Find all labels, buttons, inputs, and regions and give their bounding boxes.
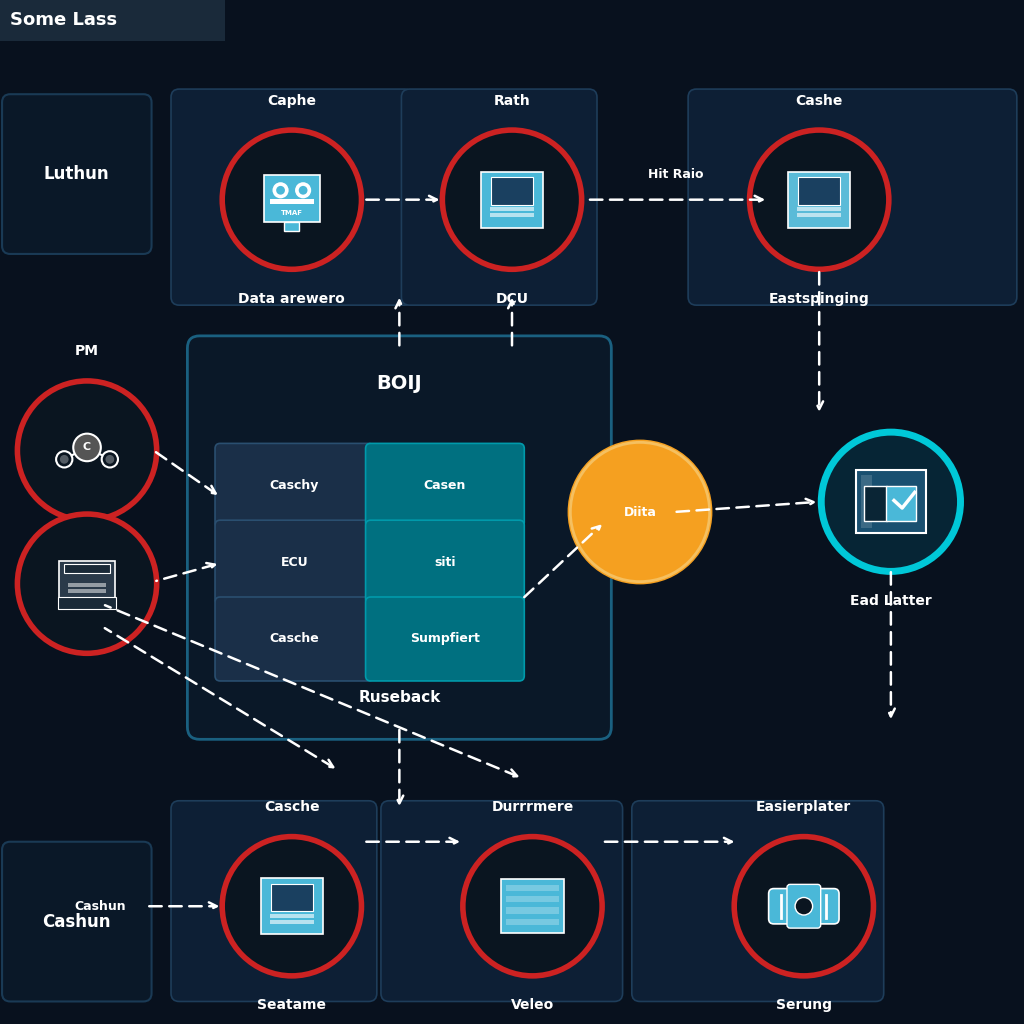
Text: Casche: Casche — [264, 800, 319, 814]
Circle shape — [56, 452, 73, 468]
FancyBboxPatch shape — [787, 885, 820, 928]
FancyBboxPatch shape — [263, 175, 321, 221]
FancyBboxPatch shape — [381, 801, 623, 1001]
FancyBboxPatch shape — [787, 172, 851, 227]
Text: Caphe: Caphe — [267, 93, 316, 108]
FancyBboxPatch shape — [215, 520, 374, 604]
FancyBboxPatch shape — [2, 94, 152, 254]
Circle shape — [821, 432, 961, 571]
FancyBboxPatch shape — [171, 801, 377, 1001]
FancyBboxPatch shape — [506, 907, 559, 913]
Text: Casche: Casche — [269, 633, 319, 645]
FancyBboxPatch shape — [856, 470, 926, 534]
FancyBboxPatch shape — [864, 486, 887, 521]
FancyBboxPatch shape — [480, 172, 544, 227]
Text: Seatame: Seatame — [257, 998, 327, 1013]
FancyBboxPatch shape — [632, 801, 884, 1001]
Text: Sumpfiert: Sumpfiert — [410, 633, 480, 645]
FancyBboxPatch shape — [490, 207, 534, 211]
FancyBboxPatch shape — [506, 896, 559, 902]
FancyBboxPatch shape — [285, 221, 299, 231]
Circle shape — [294, 181, 312, 199]
Text: Veleo: Veleo — [511, 998, 554, 1013]
Text: ECU: ECU — [281, 556, 308, 568]
Circle shape — [101, 452, 118, 468]
FancyBboxPatch shape — [501, 880, 564, 933]
Text: Some Lass: Some Lass — [10, 11, 118, 30]
FancyBboxPatch shape — [215, 443, 374, 527]
FancyBboxPatch shape — [366, 597, 524, 681]
FancyBboxPatch shape — [886, 486, 916, 521]
FancyBboxPatch shape — [270, 913, 313, 918]
Text: Serung: Serung — [776, 998, 831, 1013]
FancyBboxPatch shape — [187, 336, 611, 739]
Text: Easierplater: Easierplater — [756, 800, 852, 814]
FancyBboxPatch shape — [271, 884, 312, 911]
Text: Cashun: Cashun — [75, 900, 126, 912]
Circle shape — [442, 130, 582, 269]
FancyBboxPatch shape — [769, 889, 839, 924]
FancyBboxPatch shape — [490, 213, 534, 217]
Text: TMAF: TMAF — [281, 211, 303, 216]
FancyBboxPatch shape — [798, 213, 841, 217]
Text: Data arewero: Data arewero — [239, 292, 345, 306]
FancyBboxPatch shape — [260, 879, 324, 934]
Text: siti: siti — [434, 556, 456, 568]
FancyBboxPatch shape — [69, 583, 105, 587]
FancyBboxPatch shape — [0, 0, 225, 41]
FancyBboxPatch shape — [366, 443, 524, 527]
Circle shape — [17, 514, 157, 653]
Text: Caschy: Caschy — [269, 479, 319, 492]
FancyBboxPatch shape — [492, 177, 532, 205]
Text: DCU: DCU — [496, 292, 528, 306]
FancyBboxPatch shape — [366, 520, 524, 604]
FancyBboxPatch shape — [215, 597, 374, 681]
FancyBboxPatch shape — [506, 919, 559, 925]
FancyBboxPatch shape — [270, 199, 313, 204]
Circle shape — [222, 130, 361, 269]
FancyBboxPatch shape — [270, 920, 313, 924]
FancyBboxPatch shape — [861, 475, 872, 528]
Text: Cashun: Cashun — [43, 912, 111, 931]
FancyBboxPatch shape — [2, 842, 152, 1001]
Circle shape — [222, 837, 361, 976]
Text: C: C — [83, 442, 91, 453]
Circle shape — [105, 455, 115, 464]
FancyBboxPatch shape — [57, 597, 117, 608]
Text: Luthun: Luthun — [44, 165, 110, 183]
FancyBboxPatch shape — [401, 89, 597, 305]
Text: Ruseback: Ruseback — [358, 689, 440, 705]
Text: PM: PM — [75, 344, 99, 358]
Circle shape — [74, 433, 100, 461]
FancyBboxPatch shape — [65, 564, 110, 573]
Circle shape — [570, 442, 710, 582]
Text: Ead Latter: Ead Latter — [850, 594, 932, 608]
Text: Rath: Rath — [494, 93, 530, 108]
FancyBboxPatch shape — [688, 89, 1017, 305]
Circle shape — [750, 130, 889, 269]
Circle shape — [59, 455, 69, 464]
Circle shape — [463, 837, 602, 976]
Text: Cashe: Cashe — [796, 93, 843, 108]
FancyBboxPatch shape — [798, 207, 841, 211]
Circle shape — [17, 381, 157, 520]
FancyBboxPatch shape — [506, 885, 559, 891]
Circle shape — [271, 181, 290, 199]
Text: Casen: Casen — [424, 479, 466, 492]
Text: Eastspinging: Eastspinging — [769, 292, 869, 306]
Circle shape — [734, 837, 873, 976]
FancyBboxPatch shape — [58, 561, 116, 601]
Circle shape — [570, 442, 710, 582]
Text: Hit Raio: Hit Raio — [648, 168, 703, 181]
Circle shape — [795, 897, 813, 915]
FancyBboxPatch shape — [171, 89, 413, 305]
Text: BOIJ: BOIJ — [377, 374, 422, 393]
Circle shape — [276, 186, 285, 195]
Text: Diita: Diita — [624, 506, 656, 518]
FancyBboxPatch shape — [799, 177, 840, 205]
FancyBboxPatch shape — [69, 590, 105, 593]
Text: Durrrmere: Durrrmere — [492, 800, 573, 814]
Circle shape — [299, 186, 307, 195]
